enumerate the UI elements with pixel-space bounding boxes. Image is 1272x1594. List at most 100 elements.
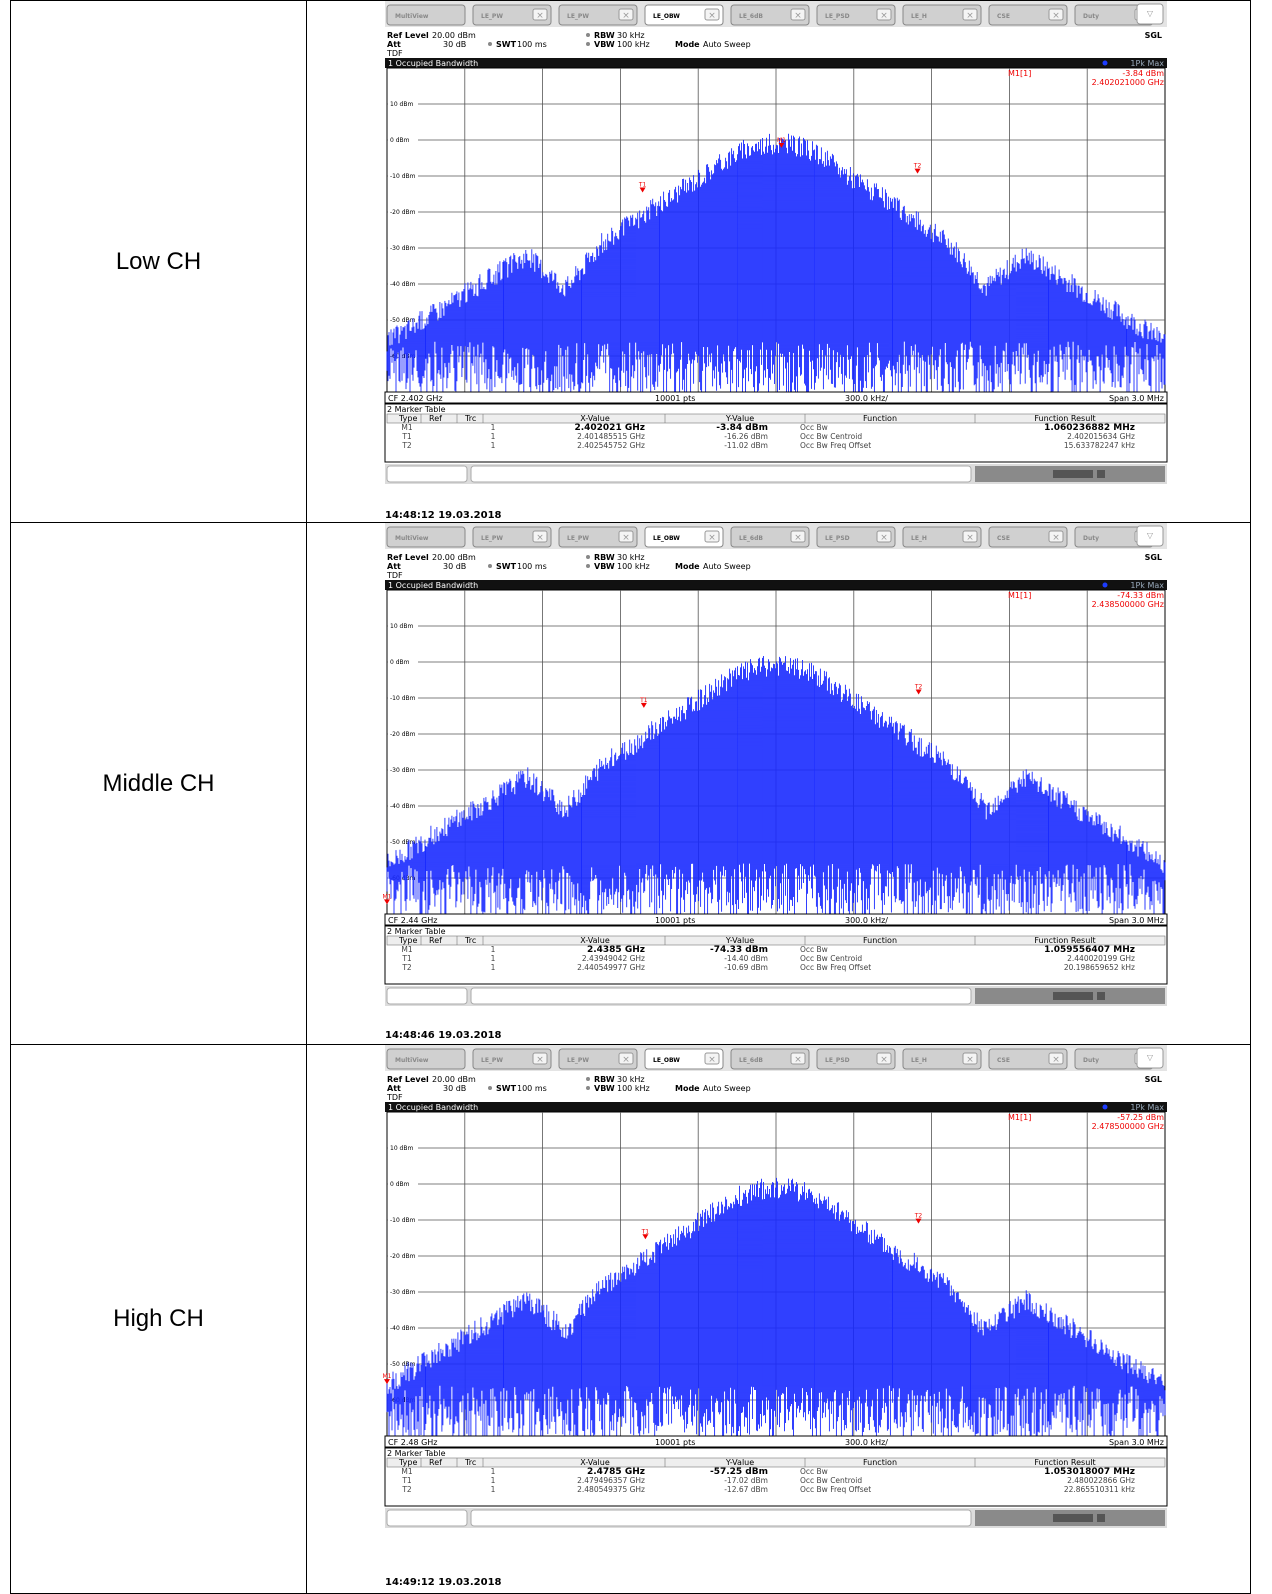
- trace-indicator-icon: [1102, 582, 1108, 588]
- tab-le-pw[interactable]: LE_PW ×: [558, 4, 638, 26]
- status-message-field[interactable]: [470, 1509, 972, 1527]
- tab-multiview[interactable]: MultiView: [386, 4, 466, 26]
- close-icon[interactable]: [532, 1052, 548, 1065]
- close-icon[interactable]: [876, 8, 892, 21]
- marker-arrow-icon[interactable]: [642, 1234, 649, 1240]
- tab-body[interactable]: [988, 1048, 1068, 1070]
- marker-arrow-icon[interactable]: [640, 702, 647, 708]
- tab-body[interactable]: [816, 4, 896, 26]
- tab-body[interactable]: [644, 1048, 724, 1070]
- close-icon[interactable]: [962, 8, 978, 21]
- tab-body[interactable]: [386, 1048, 466, 1070]
- marker-m1[interactable]: M1: [777, 137, 786, 148]
- tab-body[interactable]: [386, 526, 466, 548]
- close-icon[interactable]: [790, 1052, 806, 1065]
- tab-multiview[interactable]: MultiView: [386, 1048, 466, 1070]
- tab-le-psd[interactable]: LE_PSD ×: [816, 1048, 896, 1070]
- status-field[interactable]: [386, 1509, 468, 1527]
- close-icon[interactable]: [790, 8, 806, 21]
- tab-body[interactable]: [816, 526, 896, 548]
- close-icon[interactable]: [1048, 8, 1064, 21]
- tab-dropdown-button[interactable]: ▽: [1136, 3, 1164, 25]
- close-icon[interactable]: [962, 1052, 978, 1065]
- tab-body[interactable]: [816, 1048, 896, 1070]
- tab-le-pw[interactable]: LE_PW ×: [558, 1048, 638, 1070]
- close-icon[interactable]: [1048, 1052, 1064, 1065]
- marker-arrow-icon[interactable]: [914, 168, 921, 174]
- tab-dropdown-button[interactable]: ▽: [1136, 525, 1164, 547]
- tab-body[interactable]: [730, 4, 810, 26]
- marker-arrow-icon[interactable]: [915, 689, 922, 695]
- tab-body[interactable]: [730, 526, 810, 548]
- tab-body[interactable]: [472, 4, 552, 26]
- tab-cse[interactable]: CSE ×: [988, 1048, 1068, 1070]
- marker-t2[interactable]: T2: [914, 683, 923, 695]
- tab-le-h[interactable]: LE_H ×: [902, 4, 982, 26]
- marker-arrow-icon[interactable]: [915, 1218, 922, 1224]
- tab-body[interactable]: [558, 1048, 638, 1070]
- status-message-field[interactable]: [470, 465, 972, 483]
- tab-body[interactable]: [644, 526, 724, 548]
- tab-le-obw[interactable]: LE_OBW ×: [644, 526, 724, 548]
- tab-le-6db[interactable]: LE_6dB ×: [730, 1048, 810, 1070]
- tab-le-psd[interactable]: LE_PSD ×: [816, 4, 896, 26]
- tab-le-pw[interactable]: LE_PW ×: [472, 526, 552, 548]
- tab-le-psd[interactable]: LE_PSD ×: [816, 526, 896, 548]
- close-icon[interactable]: [1048, 530, 1064, 543]
- tab-body[interactable]: [472, 1048, 552, 1070]
- status-field[interactable]: [386, 987, 468, 1005]
- close-icon[interactable]: [704, 530, 720, 543]
- tab-cse[interactable]: CSE ×: [988, 4, 1068, 26]
- tab-body[interactable]: [558, 526, 638, 548]
- close-icon[interactable]: [618, 8, 634, 21]
- marker-arrow-icon[interactable]: [639, 187, 646, 193]
- tab-le-6db[interactable]: LE_6dB ×: [730, 526, 810, 548]
- marker-t1[interactable]: T1: [638, 182, 647, 193]
- tab-body[interactable]: [730, 1048, 810, 1070]
- marker-t1[interactable]: T1: [641, 1228, 650, 1240]
- marker-arrow-icon[interactable]: [384, 1379, 390, 1385]
- status-field[interactable]: [386, 465, 468, 483]
- close-icon[interactable]: [876, 530, 892, 543]
- tab-body[interactable]: [386, 4, 466, 26]
- tab-body[interactable]: [644, 4, 724, 26]
- tab-le-obw[interactable]: LE_OBW ×: [644, 4, 724, 26]
- tab-body[interactable]: [472, 526, 552, 548]
- marker-t2[interactable]: T2: [914, 1213, 923, 1224]
- tab-le-pw[interactable]: LE_PW ×: [558, 526, 638, 548]
- dropdown-box[interactable]: [1136, 1047, 1164, 1069]
- close-icon[interactable]: [962, 530, 978, 543]
- marker-arrow-icon[interactable]: [778, 142, 785, 148]
- marker-t2[interactable]: T2: [913, 163, 922, 174]
- close-icon[interactable]: [532, 8, 548, 21]
- tab-le-pw[interactable]: LE_PW ×: [472, 1048, 552, 1070]
- tab-le-pw[interactable]: LE_PW ×: [472, 4, 552, 26]
- dropdown-box[interactable]: [1136, 525, 1164, 547]
- close-icon[interactable]: [618, 1052, 634, 1065]
- tab-cse[interactable]: CSE ×: [988, 526, 1068, 548]
- tab-body[interactable]: [988, 526, 1068, 548]
- close-icon[interactable]: [532, 530, 548, 543]
- tab-body[interactable]: [902, 1048, 982, 1070]
- close-icon[interactable]: [790, 530, 806, 543]
- tab-body[interactable]: [902, 4, 982, 26]
- tab-body[interactable]: [902, 526, 982, 548]
- marker-m1[interactable]: M1: [383, 893, 392, 905]
- tab-body[interactable]: [558, 4, 638, 26]
- tab-le-6db[interactable]: LE_6dB ×: [730, 4, 810, 26]
- close-icon[interactable]: [704, 8, 720, 21]
- marker-m1[interactable]: M1: [383, 1373, 392, 1385]
- tab-le-h[interactable]: LE_H ×: [902, 1048, 982, 1070]
- close-icon[interactable]: [704, 1052, 720, 1065]
- marker-t1[interactable]: T1: [639, 697, 648, 708]
- tab-le-h[interactable]: LE_H ×: [902, 526, 982, 548]
- dropdown-box[interactable]: [1136, 3, 1164, 25]
- close-icon[interactable]: [876, 1052, 892, 1065]
- tab-le-obw[interactable]: LE_OBW ×: [644, 1048, 724, 1070]
- status-message-field[interactable]: [470, 987, 972, 1005]
- marker-arrow-icon[interactable]: [384, 899, 390, 905]
- tab-body[interactable]: [988, 4, 1068, 26]
- tab-dropdown-button[interactable]: ▽: [1136, 1047, 1164, 1069]
- close-icon[interactable]: [618, 530, 634, 543]
- tab-multiview[interactable]: MultiView: [386, 526, 466, 548]
